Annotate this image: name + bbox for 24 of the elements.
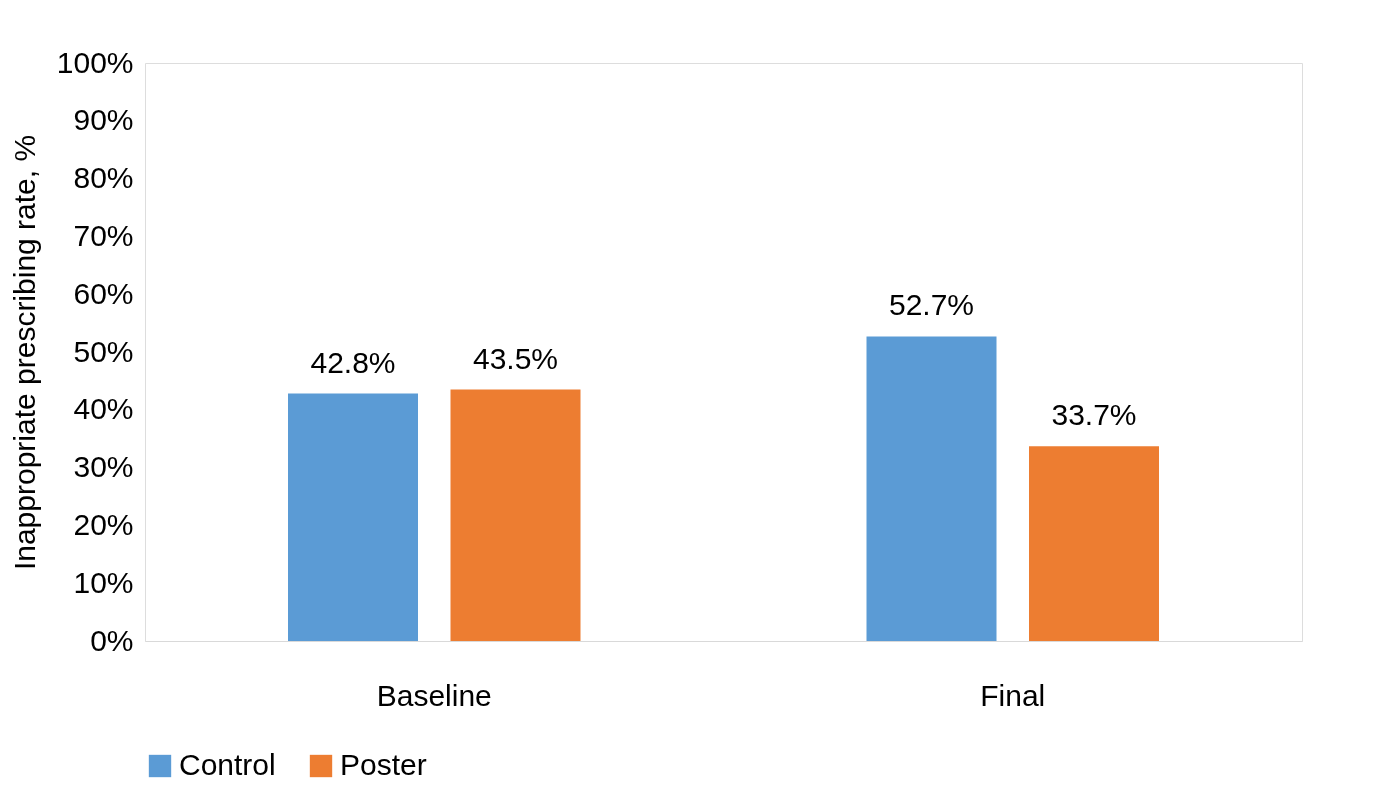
y-tick-label: 70%: [73, 218, 134, 252]
bar: [866, 336, 997, 641]
y-tick-label: 80%: [73, 161, 134, 195]
data-label: 33.7%: [1051, 398, 1137, 432]
y-tick-label: 10%: [73, 565, 134, 599]
y-tick-label: 20%: [73, 507, 134, 541]
y-tick-label: 30%: [73, 450, 134, 484]
bar: [450, 389, 581, 641]
bar: [1029, 446, 1159, 641]
y-tick-label: 50%: [73, 334, 134, 368]
x-tick-label: Baseline: [376, 678, 492, 712]
data-label: 42.8%: [310, 345, 396, 379]
y-tick-label: 90%: [73, 103, 134, 137]
y-axis-title: Inappropriate prescribing rate, %: [7, 134, 41, 571]
data-label: 43.5%: [472, 341, 559, 375]
legend-label: Poster: [340, 748, 427, 781]
data-label: 52.7%: [888, 288, 975, 322]
y-tick-label: 0%: [90, 623, 134, 657]
y-tick-label: 40%: [73, 392, 134, 426]
x-tick-label: Final: [980, 678, 1046, 712]
y-tick-label: 100%: [56, 45, 134, 79]
legend-label: Control: [179, 748, 276, 781]
bar: [288, 393, 418, 641]
y-tick-label: 60%: [73, 276, 134, 310]
